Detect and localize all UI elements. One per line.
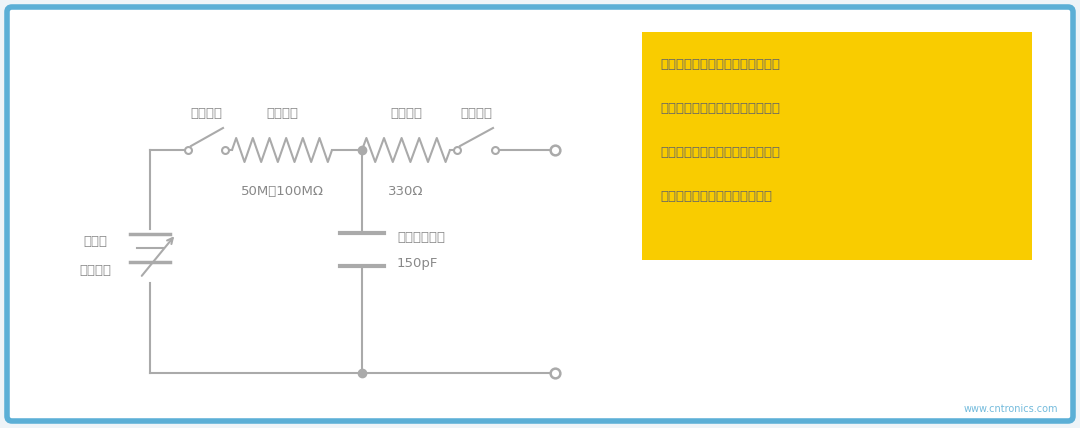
Text: 放电电际: 放电电际 xyxy=(390,107,422,120)
Text: 放电开关: 放电开关 xyxy=(460,107,492,120)
Text: 50M～100MΩ: 50M～100MΩ xyxy=(241,185,324,198)
Text: 关闭充电开关，将能量储存进电容: 关闭充电开关，将能量储存进电容 xyxy=(660,58,780,71)
Text: 充电电际: 充电电际 xyxy=(266,107,298,120)
Text: 的能量，模拟人体的静电放电。: 的能量，模拟人体的静电放电。 xyxy=(660,190,772,203)
Text: 充电开关: 充电开关 xyxy=(190,107,222,120)
Text: 150pF: 150pF xyxy=(397,258,438,270)
Text: 能量存储要领: 能量存储要领 xyxy=(397,232,445,244)
Text: 高电压: 高电压 xyxy=(83,235,107,248)
Text: www.cntronics.com: www.cntronics.com xyxy=(963,404,1058,414)
Text: 330Ω: 330Ω xyxy=(388,185,423,198)
Text: 直流电流: 直流电流 xyxy=(79,264,111,277)
Text: 器。其次，打开充电开关后，关闭: 器。其次，打开充电开关后，关闭 xyxy=(660,102,780,115)
Text: 放电开关，通过放出电容器中储存: 放电开关，通过放出电容器中储存 xyxy=(660,146,780,159)
Bar xyxy=(642,32,1032,260)
FancyBboxPatch shape xyxy=(6,7,1074,421)
